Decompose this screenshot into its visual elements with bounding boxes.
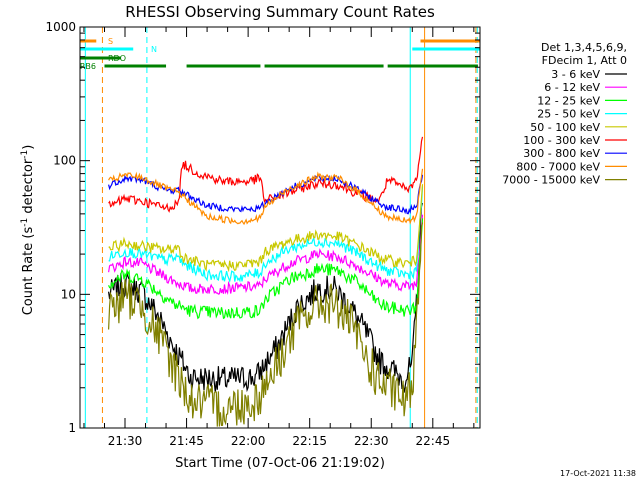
series-3 bbox=[108, 186, 424, 284]
y-tick-label-2: 100 bbox=[53, 154, 76, 168]
y-tick-label-0: 1 bbox=[68, 421, 76, 435]
state-label-N: N bbox=[151, 45, 157, 54]
series-4 bbox=[108, 184, 424, 273]
legend-label-3: 25 - 50 keV bbox=[537, 108, 600, 121]
series-0 bbox=[108, 202, 424, 393]
y-axis-label: Count Rate (s-1 detector-1) bbox=[20, 145, 36, 316]
footer-timestamp: 17-Oct-2021 11:38 bbox=[560, 469, 636, 478]
y-tick-label-3: 1000 bbox=[45, 20, 76, 34]
legend-label-7: 800 - 7000 keV bbox=[516, 160, 600, 173]
state-label-RDO: RDO bbox=[108, 54, 126, 63]
y-tick-label-1: 10 bbox=[61, 287, 76, 301]
state-label-S: S bbox=[108, 37, 113, 46]
series-8 bbox=[108, 222, 424, 427]
series-2 bbox=[108, 218, 424, 320]
legend-label-5: 100 - 300 keV bbox=[523, 134, 600, 147]
legend-header-1: FDecim 1, Att 0 bbox=[542, 54, 627, 67]
state-label-RB6: RB6 bbox=[80, 62, 96, 71]
legend-label-0: 3 - 6 keV bbox=[551, 68, 600, 81]
x-tick-label-0: 21:30 bbox=[108, 434, 143, 448]
x-tick-label-1: 21:45 bbox=[169, 434, 204, 448]
legend: Det 1,3,4,5,6,9,FDecim 1, Att 03 - 6 keV… bbox=[502, 41, 627, 187]
series-5 bbox=[108, 136, 424, 213]
x-tick-label-5: 22:45 bbox=[416, 434, 451, 448]
x-axis-label: Start Time (07-Oct-06 21:19:02) bbox=[175, 456, 385, 471]
x-tick-label-2: 22:00 bbox=[231, 434, 266, 448]
legend-label-2: 12 - 25 keV bbox=[537, 94, 600, 107]
legend-header-0: Det 1,3,4,5,6,9, bbox=[541, 41, 627, 54]
legend-label-4: 50 - 100 keV bbox=[530, 121, 600, 134]
plot-frame bbox=[79, 26, 481, 429]
x-tick-label-4: 22:30 bbox=[354, 434, 389, 448]
legend-label-6: 300 - 800 keV bbox=[523, 147, 600, 160]
series-1 bbox=[108, 214, 424, 296]
x-tick-label-3: 22:15 bbox=[292, 434, 327, 448]
chart-title: RHESSI Observing Summary Count Rates bbox=[125, 3, 435, 21]
legend-label-8: 7000 - 15000 keV bbox=[502, 174, 600, 187]
series-7 bbox=[108, 168, 424, 226]
legend-label-1: 6 - 12 keV bbox=[544, 81, 600, 94]
